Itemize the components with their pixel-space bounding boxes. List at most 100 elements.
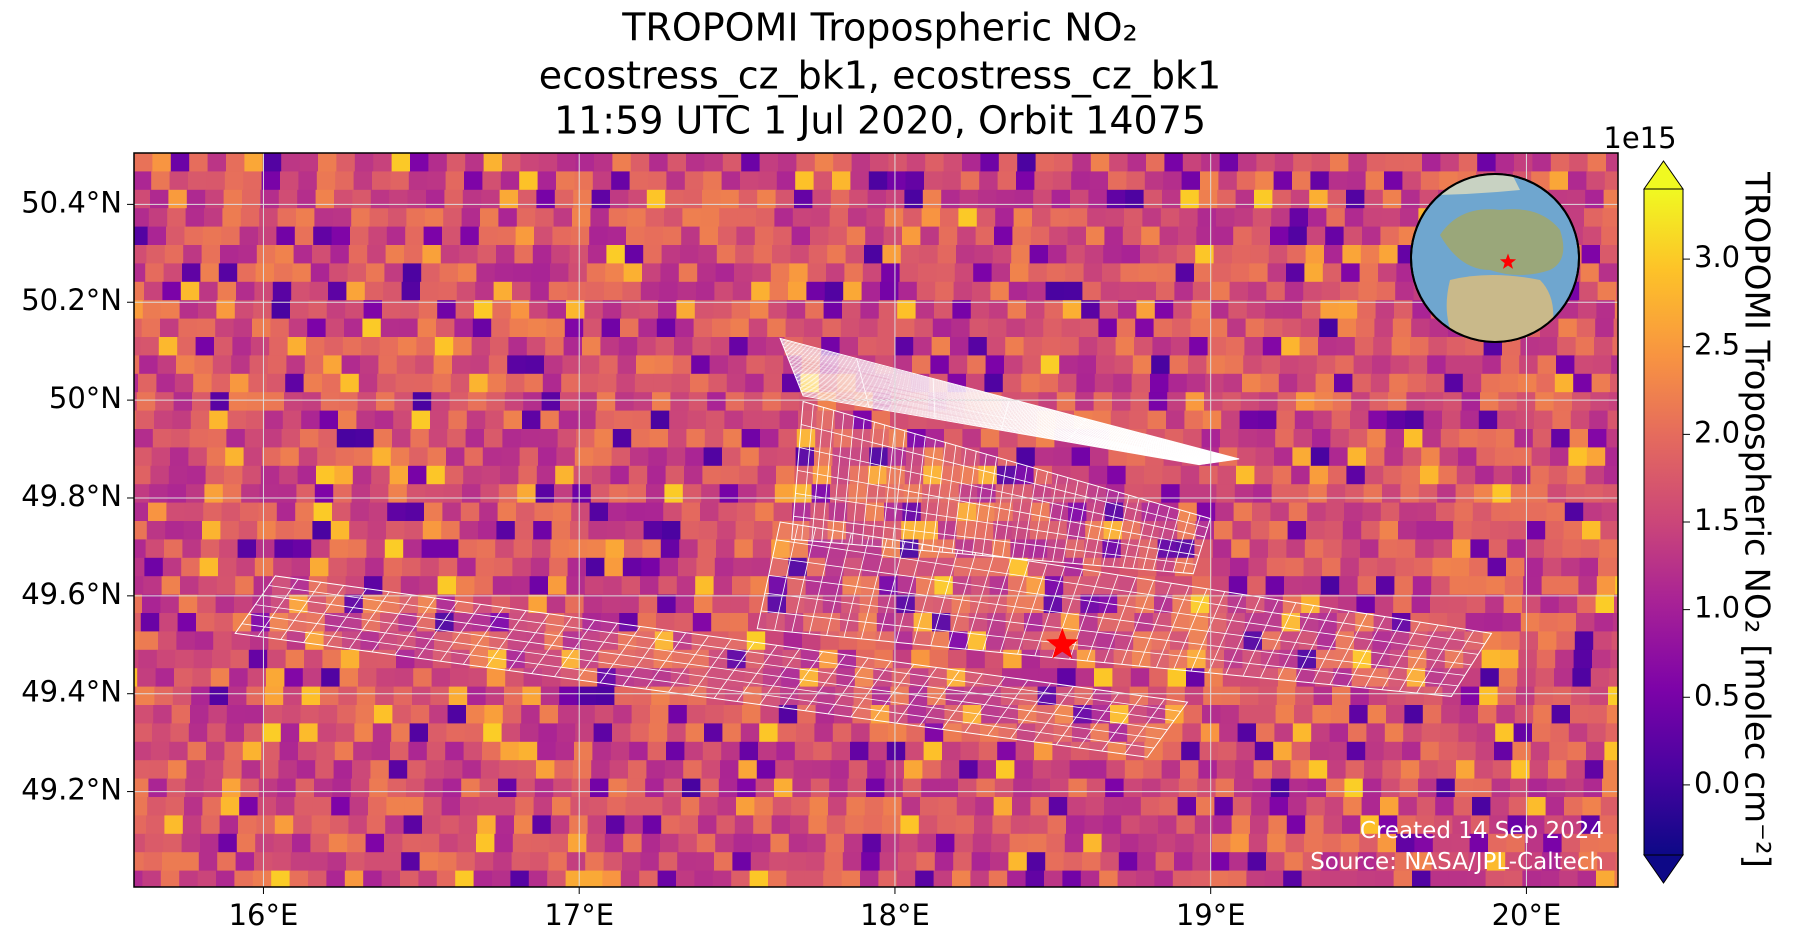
pixel [179, 870, 199, 887]
pixel [1048, 797, 1068, 816]
pixel [384, 539, 404, 559]
pixel [431, 392, 451, 412]
pixel [307, 594, 327, 614]
y-tick-label: 50°N [49, 381, 122, 415]
pixel [260, 465, 280, 485]
pixel [1134, 337, 1153, 356]
pixel [1478, 410, 1498, 430]
pixel [830, 189, 850, 209]
pixel [1186, 668, 1205, 688]
pixel [134, 539, 147, 559]
colorbar-tick-label: 1.0 [1694, 591, 1740, 625]
pixel [1394, 852, 1414, 872]
pixel [338, 410, 357, 430]
pixel [1063, 852, 1083, 872]
pixel [653, 649, 673, 669]
pixel [678, 557, 697, 577]
pixel [295, 778, 315, 798]
pixel [378, 355, 398, 375]
pixel [824, 576, 843, 596]
pixel [387, 778, 407, 798]
pixel [524, 373, 544, 393]
pixel [484, 429, 503, 448]
pixel [340, 373, 360, 393]
pixel [1227, 594, 1247, 614]
pixel [1007, 300, 1027, 320]
pixel [1589, 410, 1609, 430]
pixel [168, 760, 187, 780]
pixel [1330, 429, 1350, 448]
pixel [642, 539, 662, 559]
pixel [607, 797, 627, 816]
pixel [1602, 778, 1618, 798]
pixel [549, 833, 569, 853]
pixel [1578, 300, 1597, 320]
pixel [1196, 226, 1216, 246]
pixel [1284, 281, 1304, 301]
pixel [368, 797, 387, 816]
pixel [336, 723, 355, 743]
pixel [529, 576, 549, 596]
pixel [1558, 594, 1578, 614]
pixel [270, 318, 290, 338]
pixel [1497, 686, 1517, 706]
pixel [769, 852, 789, 872]
pixel [1542, 557, 1562, 577]
pixel [1187, 649, 1207, 669]
pixel [458, 263, 477, 283]
pixel [992, 539, 1011, 559]
pixel [1393, 870, 1413, 887]
pixel [1356, 870, 1376, 887]
pixel [370, 760, 390, 780]
pixel [1084, 245, 1104, 264]
pixel [479, 778, 499, 798]
pixel [622, 852, 641, 872]
pixel [1121, 245, 1141, 264]
pixel [1523, 576, 1543, 596]
pixel [196, 613, 215, 632]
pixel [985, 355, 1005, 375]
pixel [500, 465, 519, 485]
pixel [517, 760, 537, 780]
pixel [220, 521, 240, 540]
pixel [1167, 392, 1187, 412]
pixel [864, 797, 884, 816]
pixel [1044, 870, 1063, 887]
pixel [610, 189, 629, 209]
pixel [207, 723, 227, 743]
pixel [848, 760, 868, 780]
pixel [669, 410, 689, 430]
pixel [358, 373, 378, 393]
pixel [573, 189, 593, 209]
pixel [1047, 539, 1067, 559]
pixel [1318, 613, 1338, 632]
pixel [960, 465, 979, 485]
pixel [675, 594, 695, 614]
pixel [1593, 631, 1613, 651]
pixel [788, 833, 808, 853]
pixel [988, 870, 1008, 887]
pixel [166, 502, 186, 522]
pixel [1214, 226, 1234, 246]
pixel [1448, 870, 1468, 887]
pixel [1085, 797, 1105, 816]
pixel [1040, 355, 1060, 375]
pixel [1595, 594, 1615, 614]
pixel [1587, 723, 1607, 743]
pixel [247, 392, 267, 412]
pixel [312, 521, 332, 540]
pixel [1498, 668, 1518, 688]
pixel [648, 723, 668, 743]
pixel [1238, 429, 1258, 448]
pixel [655, 337, 675, 356]
pixel [732, 852, 752, 872]
pixel [1100, 281, 1120, 301]
pixel [1244, 337, 1264, 356]
pixel [654, 355, 674, 375]
pixel [514, 815, 533, 835]
pixel [973, 263, 993, 283]
pixel [1172, 870, 1192, 887]
pixel [739, 741, 759, 761]
pixel [974, 521, 994, 540]
pixel [216, 576, 236, 596]
